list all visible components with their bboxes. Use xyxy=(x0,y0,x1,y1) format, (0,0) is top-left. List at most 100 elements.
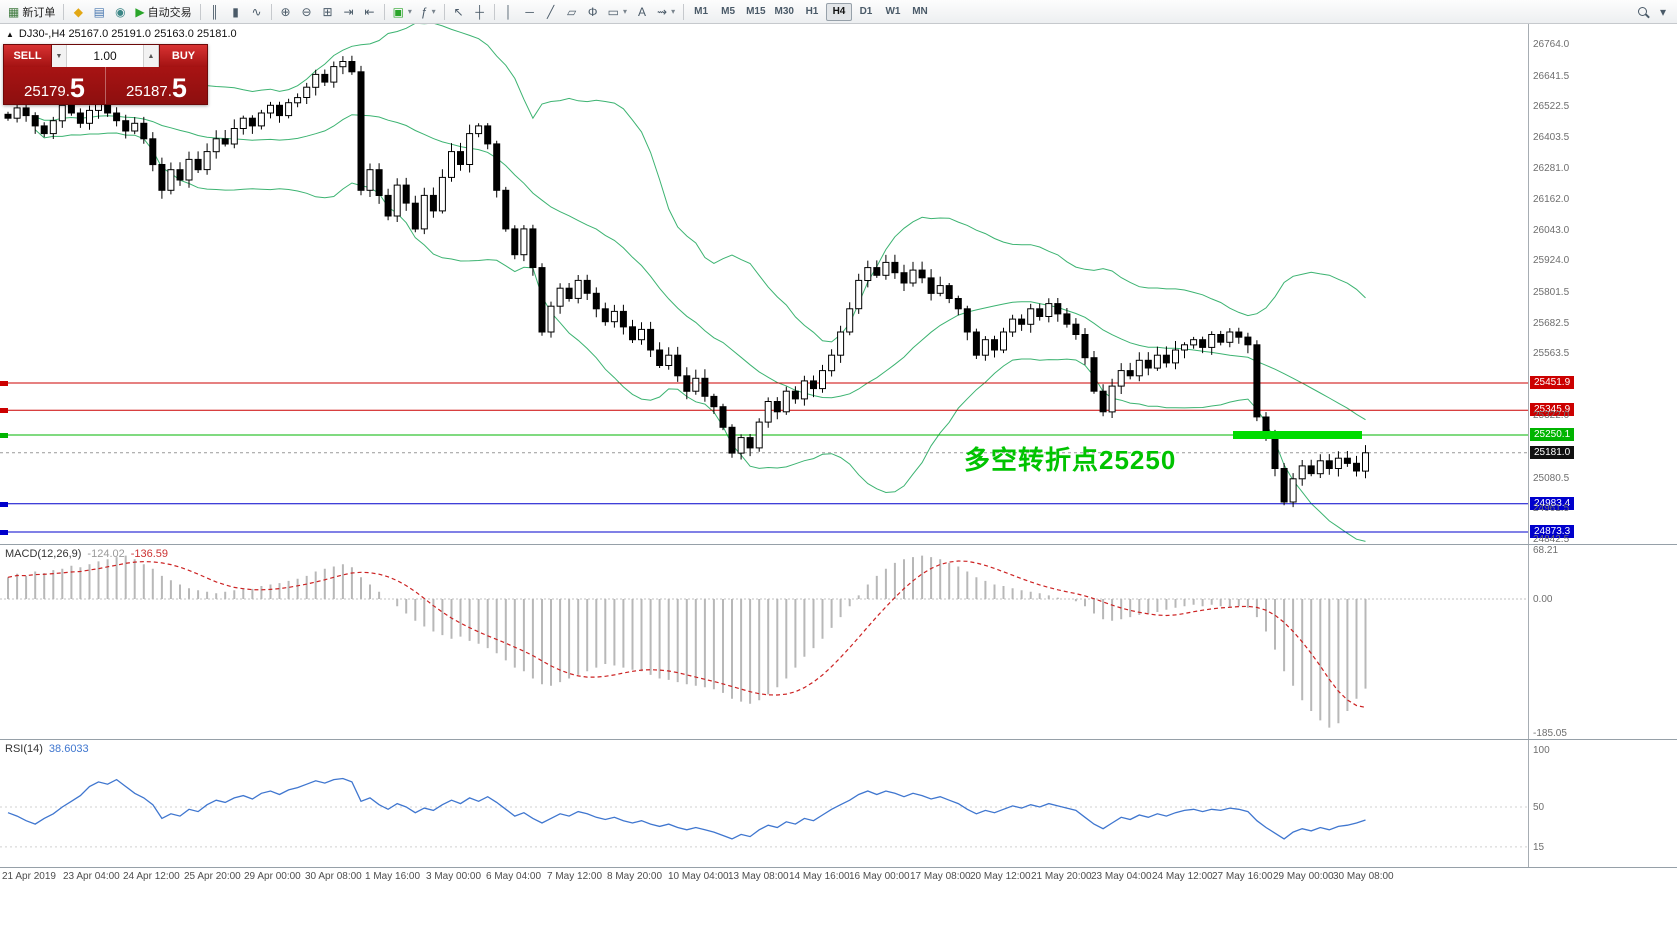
vertical-line-icon: │ xyxy=(504,4,513,19)
chart-bars-button[interactable]: ║ xyxy=(205,2,225,22)
sell-button[interactable]: SELL xyxy=(4,45,52,67)
zoom-in-button[interactable]: ⊕ xyxy=(276,2,296,22)
tile-windows-button[interactable]: ⊞ xyxy=(318,2,338,22)
time-axis-label: 23 May 04:00 xyxy=(1091,871,1152,882)
auto-scroll-button[interactable]: ⇥ xyxy=(339,2,359,22)
rsi-value: 38.6033 xyxy=(48,743,89,755)
rsi-plot[interactable] xyxy=(0,740,1677,868)
channel-button[interactable]: ▱ xyxy=(562,2,582,22)
cursor-icon: ↖ xyxy=(453,4,464,19)
chart-annotation-text: 多空转折点25250 xyxy=(964,445,1177,475)
volume-decrease-button[interactable]: ▼ xyxy=(52,45,67,67)
symbol-ohlc-text: DJ30-,H4 25167.0 25191.0 25163.0 25181.0 xyxy=(18,28,237,40)
price-axis-label: 25080.5 xyxy=(1533,473,1570,484)
crosshair-icon: ┼ xyxy=(475,4,484,19)
time-axis[interactable]: 21 Apr 2019 23 Apr 04:00 24 Apr 12:00 25 Ap… xyxy=(0,868,1677,886)
depth-of-market-button[interactable]: ▤ xyxy=(89,2,109,22)
macd-plot[interactable] xyxy=(0,545,1677,740)
autotrade-icon: ▶ xyxy=(135,4,145,19)
sell-price[interactable]: 25179. 5 xyxy=(4,67,105,104)
indicators-button[interactable]: ƒ ▾ xyxy=(417,2,440,22)
arrows-icon: ⇝ xyxy=(657,4,668,19)
timeframe-m5-button[interactable]: M5 xyxy=(721,6,736,17)
price-axis-label: 26403.5 xyxy=(1533,132,1570,143)
dropdown-arrow-icon: ▾ xyxy=(407,7,412,16)
chart-line-icon: ∿ xyxy=(251,4,262,19)
search-button[interactable] xyxy=(1632,2,1652,22)
buy-price-big: 5 xyxy=(171,73,187,104)
price-axis-label: 24961.5 xyxy=(1533,503,1570,514)
rsi-axis-label: 100 xyxy=(1533,745,1550,756)
time-axis-label: 8 May 20:00 xyxy=(607,871,663,882)
trendline-icon: ╱ xyxy=(547,4,555,19)
autotrade-button[interactable]: ▶ 自动交易 xyxy=(131,2,195,22)
timeframe-m1-button[interactable]: M1 xyxy=(694,6,709,17)
arrows-button[interactable]: ⇝ ▾ xyxy=(653,2,679,22)
toolbars-menu-button[interactable]: ▾ xyxy=(1653,2,1673,22)
timeframe-d1-button[interactable]: D1 xyxy=(859,6,873,17)
chart-candles-button[interactable]: ▮ xyxy=(226,2,246,22)
price-axis-label: 25682.5 xyxy=(1533,318,1570,329)
one-click-trading-widget: SELL ▼ 1.00 ▲ BUY 25179. 5 25187. 5 xyxy=(3,44,208,105)
price-axis-label: 25181.0 xyxy=(1530,446,1575,459)
macd-axis[interactable]: 68.21 0.00 -185.05 xyxy=(1529,545,1677,739)
zoom-out-button[interactable]: ⊖ xyxy=(297,2,317,22)
toolbar-separator xyxy=(199,3,201,20)
metaeditor-button[interactable]: ◆ xyxy=(68,2,88,22)
timeframe-h4-button[interactable]: H4 xyxy=(825,2,852,21)
buy-button[interactable]: BUY xyxy=(159,45,207,67)
timeframe-m30-button[interactable]: M30 xyxy=(774,6,794,17)
time-axis-label: 25 Apr 20:00 xyxy=(184,871,241,882)
volume-increase-button[interactable]: ▲ xyxy=(144,45,159,67)
price-axis[interactable]: 26764.0 26641.5 26522.5 26403.5 26281.0 26162… xyxy=(1529,24,1677,545)
timeframe-w1-button[interactable]: W1 xyxy=(885,6,901,17)
community-button[interactable]: ◉ xyxy=(110,2,130,22)
buy-price[interactable]: 25187. 5 xyxy=(105,67,207,104)
main-toolbar: ▦ 新订单 ◆ ▤ ◉ ▶ 自动交易 ║ ▮ ∿ ⊕ ⊖ ⊞ ⇥ ⇤ ▣ ▾ ƒ ▾ ↖ ┼ │ ─ ╱ ▱ Φ ▭ ▾ A ⇝ ▾ M1 M5… xyxy=(0,0,1677,24)
crosshair-button[interactable]: ┼ xyxy=(470,2,490,22)
new-chart-button[interactable]: ▣ ▾ xyxy=(389,2,416,22)
fibonacci-icon: Φ xyxy=(587,4,598,19)
chart-line-button[interactable]: ∿ xyxy=(247,2,267,22)
hline-left-anchor xyxy=(0,381,8,386)
price-axis-border xyxy=(1528,24,1529,544)
price-axis-label: 26281.0 xyxy=(1533,163,1570,174)
price-axis-label: 25322.0 xyxy=(1533,410,1570,421)
cursor-button[interactable]: ↖ xyxy=(449,2,469,22)
toolbar-separator xyxy=(270,3,272,20)
rsi-axis[interactable]: 100 50 15 xyxy=(1529,740,1677,867)
time-axis-label: 1 May 16:00 xyxy=(365,871,421,882)
price-axis-label: 25801.5 xyxy=(1533,287,1570,298)
vertical-line-button[interactable]: │ xyxy=(499,2,519,22)
timeframe-h1-button[interactable]: H1 xyxy=(805,6,819,17)
time-axis-label: 14 May 16:00 xyxy=(789,871,850,882)
price-axis-label: 25250.1 xyxy=(1530,428,1575,441)
chart-shift-icon: ⇤ xyxy=(364,4,375,19)
indicators-icon: ƒ xyxy=(420,4,428,19)
price-axis-label: 24873.3 xyxy=(1530,525,1575,538)
chart-shift-button[interactable]: ⇤ xyxy=(360,2,380,22)
horizontal-line-button[interactable]: ─ xyxy=(520,2,540,22)
sell-price-big: 5 xyxy=(69,73,85,104)
volume-input[interactable]: 1.00 xyxy=(67,45,144,67)
text-button[interactable]: A xyxy=(632,2,652,22)
shapes-icon: ▭ xyxy=(607,4,619,19)
time-axis-label: 16 May 00:00 xyxy=(849,871,910,882)
timeframe-mn-button[interactable]: MN xyxy=(912,6,928,17)
rsi-axis-border xyxy=(1528,740,1529,867)
macd-axis-border xyxy=(1528,545,1529,739)
price-axis-label: 25451.9 xyxy=(1530,376,1575,389)
trendline-button[interactable]: ╱ xyxy=(541,2,561,22)
new-order-button[interactable]: ▦ 新订单 xyxy=(4,2,59,22)
price-chart-plot[interactable] xyxy=(0,24,1677,545)
shapes-button[interactable]: ▭ ▾ xyxy=(604,2,631,22)
toolbar-separator xyxy=(383,3,385,20)
hline-left-anchor xyxy=(0,408,8,413)
price-chart-panel: ▲ DJ30-,H4 25167.0 25191.0 25163.0 25181… xyxy=(0,24,1677,545)
fibonacci-button[interactable]: Φ xyxy=(583,2,603,22)
buy-price-main: 25187. xyxy=(126,82,172,100)
price-axis-label: 25924.0 xyxy=(1533,255,1570,266)
price-axis-label: 24842.5 xyxy=(1533,534,1570,545)
time-axis-label: 20 May 12:00 xyxy=(970,871,1031,882)
timeframe-m15-button[interactable]: M15 xyxy=(746,6,766,17)
